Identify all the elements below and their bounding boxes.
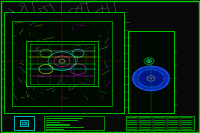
Bar [128, 31, 174, 113]
Bar [30, 44, 94, 84]
Bar [44, 116, 104, 130]
Bar [20, 120, 28, 126]
Circle shape [144, 58, 154, 65]
Bar [14, 116, 34, 130]
Circle shape [133, 66, 169, 90]
Bar [12, 21, 112, 106]
Circle shape [147, 76, 155, 81]
Circle shape [148, 61, 150, 62]
Bar [22, 122, 26, 124]
Bar [4, 12, 124, 113]
Bar [126, 116, 194, 130]
Bar [26, 41, 98, 86]
Circle shape [138, 70, 164, 87]
